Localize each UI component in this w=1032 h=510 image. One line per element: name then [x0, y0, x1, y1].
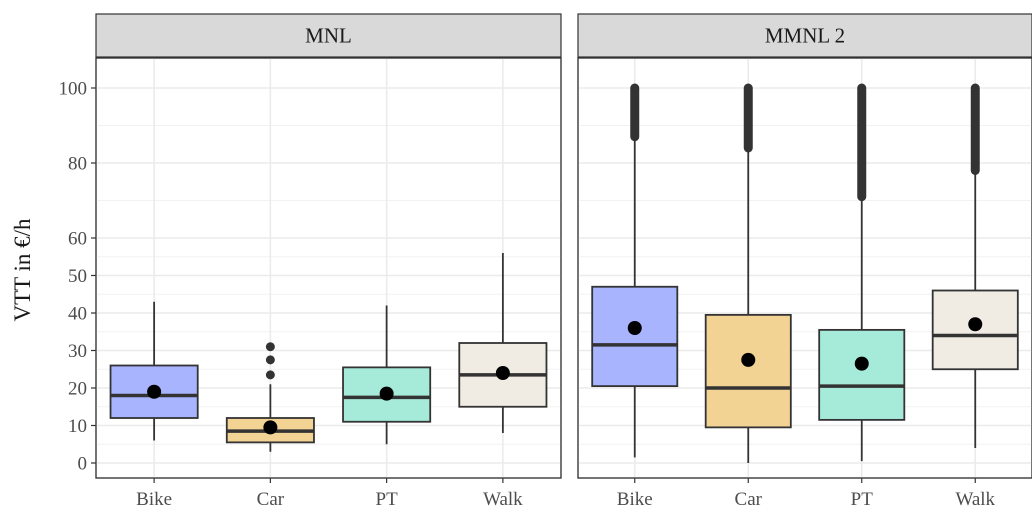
- y-tick-label: 60: [68, 229, 87, 250]
- y-tick-label: 100: [59, 79, 88, 100]
- facet-title: MMNL 2: [765, 24, 845, 48]
- x-tick-label: Car: [735, 489, 763, 510]
- box-pt: [818, 328, 906, 421]
- box-car: [704, 313, 792, 429]
- outlier-point: [265, 355, 275, 365]
- mean-point: [968, 317, 983, 332]
- x-tick-label: Bike: [617, 489, 653, 510]
- mean-point: [379, 386, 394, 401]
- x-tick-label: PT: [851, 489, 874, 510]
- mean-point: [627, 321, 642, 335]
- panel-border: [577, 57, 1032, 479]
- y-tick-label: 10: [68, 416, 87, 437]
- plot-area: MNL Bike Car PT Walk MMNL 2 Bike Car PT Walk 0 10 20…: [59, 13, 1032, 510]
- box-bike: [591, 285, 679, 388]
- facet-title: MNL: [305, 24, 352, 48]
- panel-background: [577, 57, 1032, 479]
- outlier-point: [265, 370, 275, 380]
- y-tick-label: 40: [68, 304, 87, 325]
- mean-point: [741, 352, 756, 367]
- x-tick-label: PT: [376, 489, 399, 510]
- mean-point: [147, 384, 162, 399]
- x-tick-label: Car: [257, 489, 285, 510]
- mean-point: [854, 356, 869, 371]
- mean-point: [495, 366, 510, 380]
- x-tick-label: Walk: [483, 489, 523, 510]
- x-tick-label: Walk: [955, 489, 995, 510]
- y-tick-label: 20: [68, 379, 87, 400]
- x-tick-label: Bike: [136, 489, 172, 510]
- facet-strip-mmnl-2: [577, 13, 1032, 58]
- y-tick-label: 80: [68, 154, 87, 175]
- panel-border: [95, 57, 562, 479]
- y-tick-label: 50: [68, 266, 87, 287]
- outlier-point: [265, 342, 275, 352]
- mean-point: [263, 420, 278, 435]
- y-axis-title: VTT in €/h: [10, 218, 35, 322]
- y-tick-label: 0: [78, 454, 88, 475]
- facet-strip-mnl: [95, 13, 562, 58]
- y-tick-label: 30: [68, 341, 87, 362]
